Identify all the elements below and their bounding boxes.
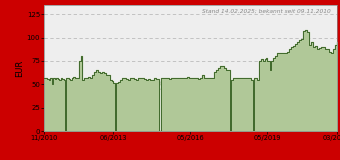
Text: © by Schottenland.de: © by Schottenland.de	[125, 80, 256, 93]
Y-axis label: EUR: EUR	[15, 59, 24, 77]
Text: Stand 14.02.2025; bekannt seit 09.11.2010: Stand 14.02.2025; bekannt seit 09.11.201…	[202, 9, 331, 14]
